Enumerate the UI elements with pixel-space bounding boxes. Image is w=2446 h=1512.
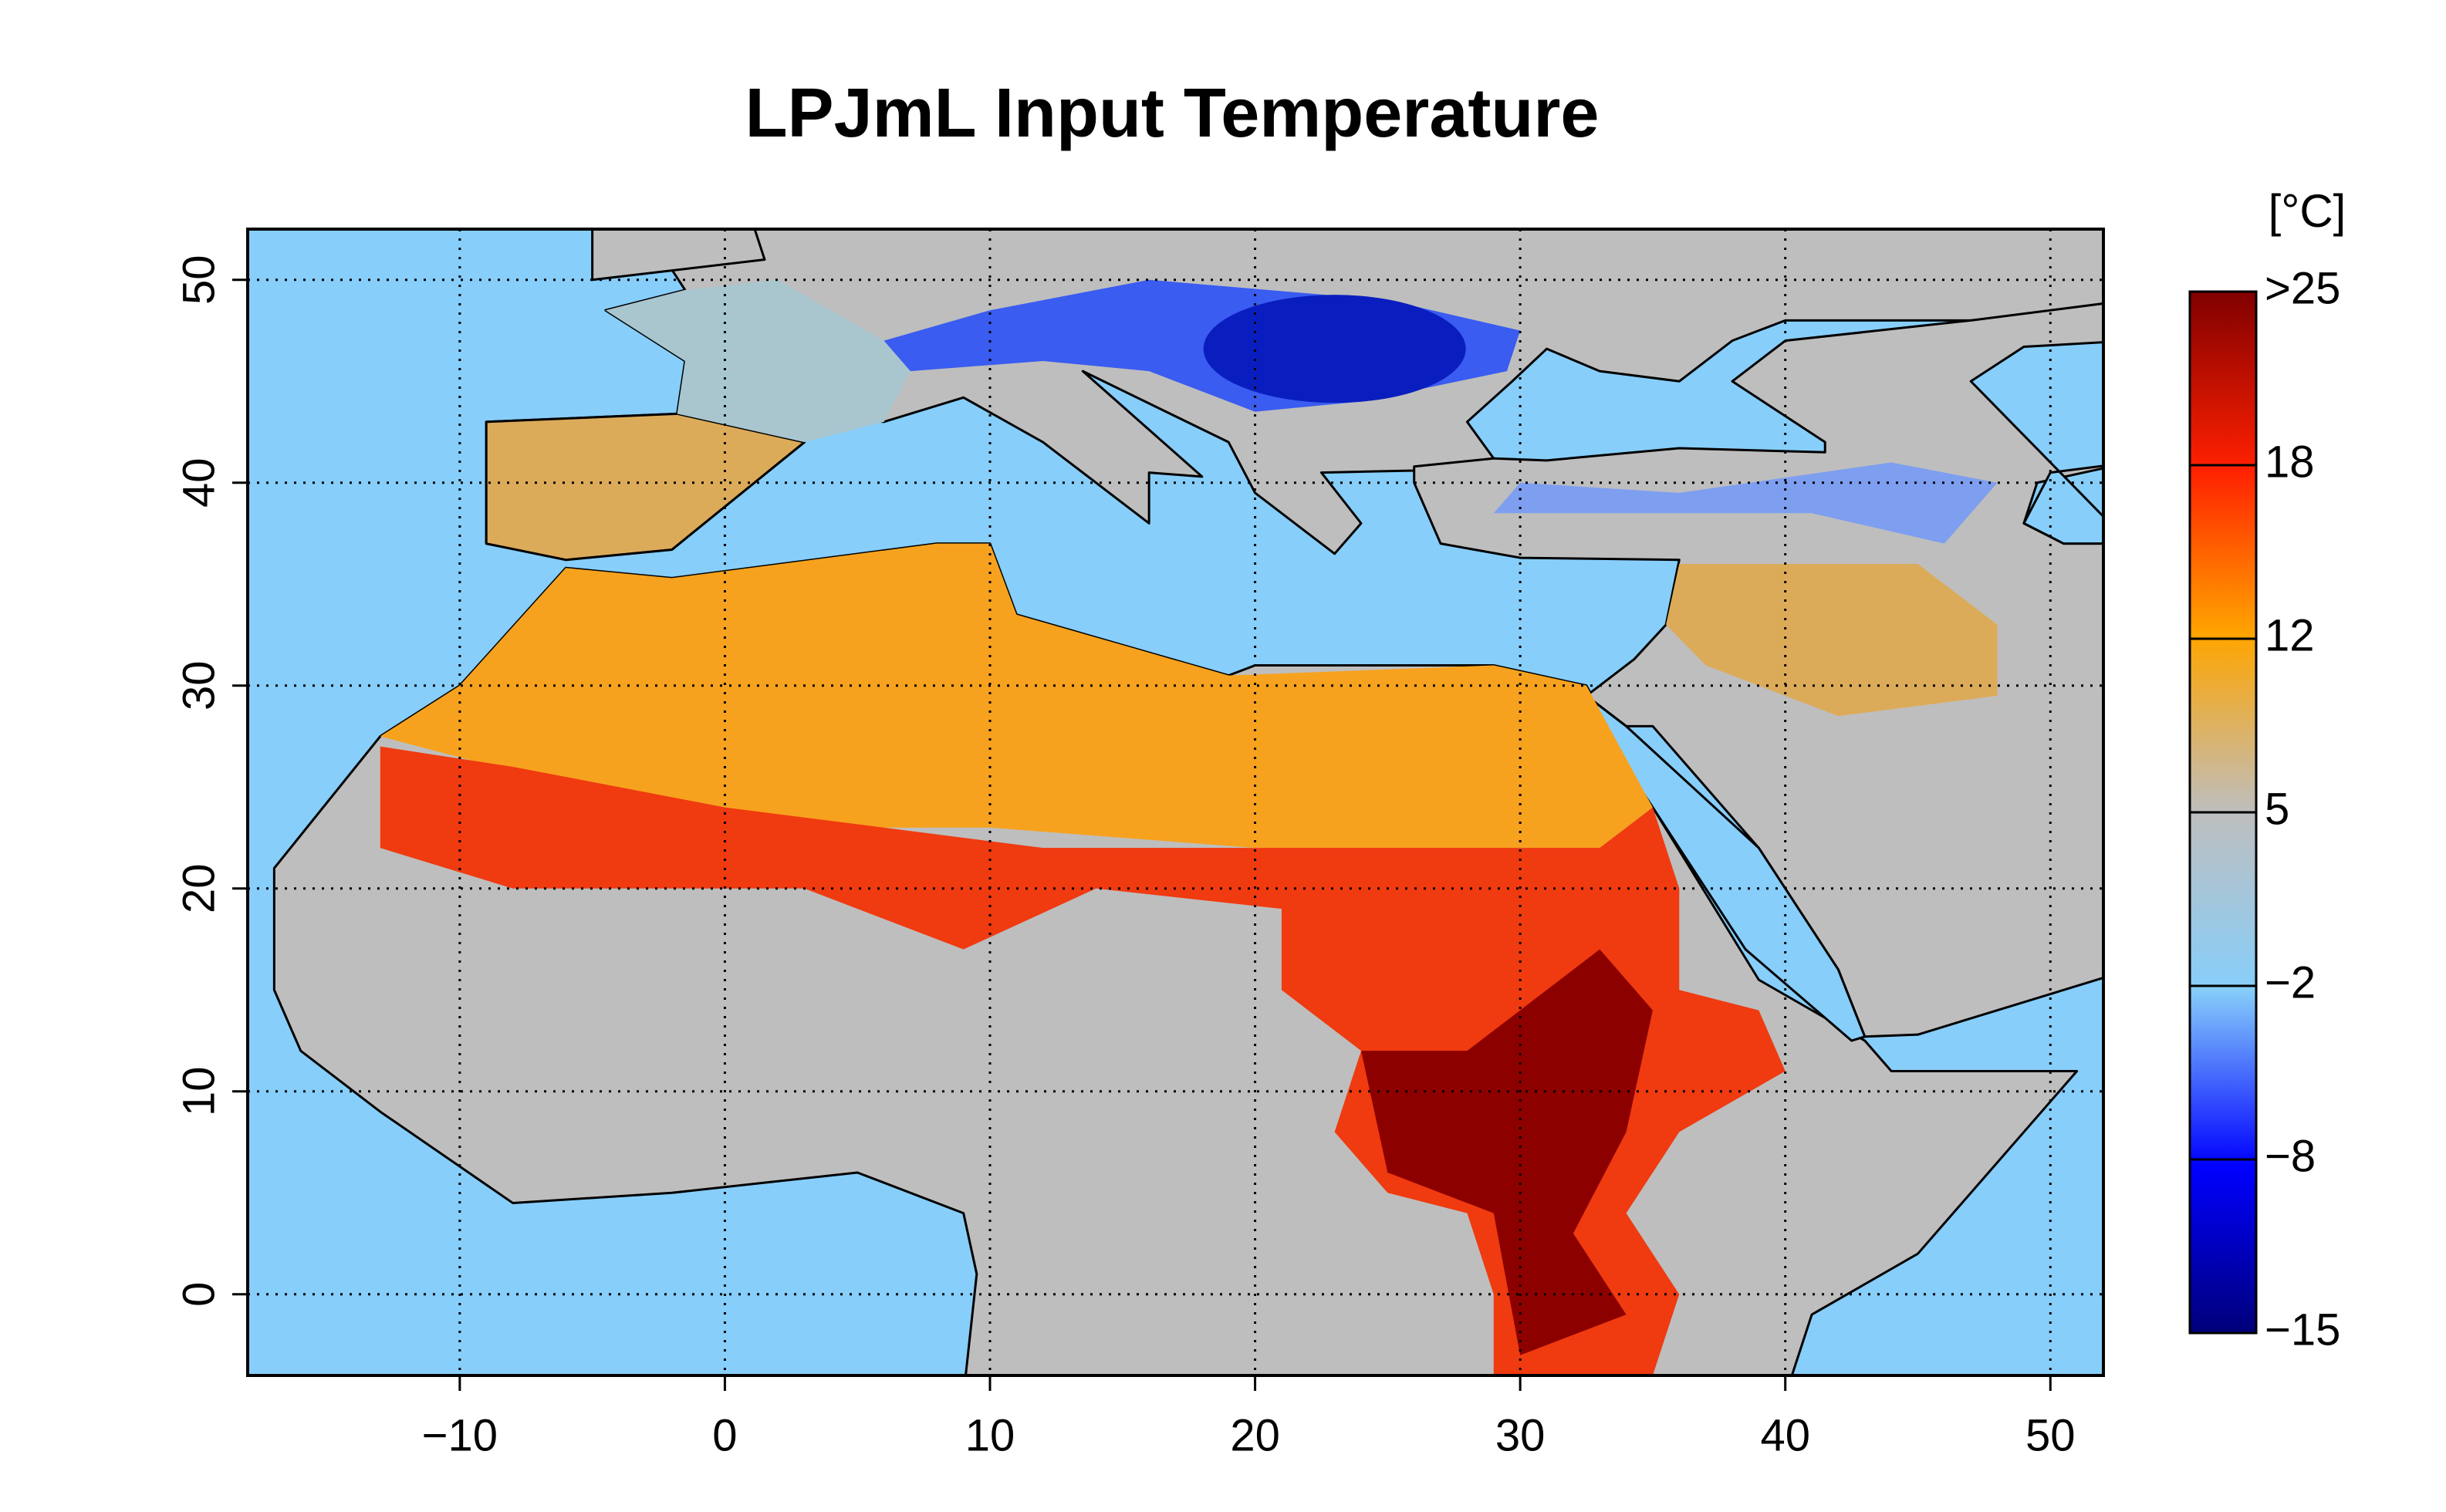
field-sahel xyxy=(380,746,1786,1375)
x-tick-label: 20 xyxy=(1230,1410,1280,1460)
x-tick-label: 0 xyxy=(712,1410,737,1460)
y-tick-label: 10 xyxy=(174,1067,224,1117)
x-tick-label: 30 xyxy=(1495,1410,1546,1460)
field-mideast xyxy=(1666,563,1998,717)
colorbar-tick-label: 18 xyxy=(2265,437,2315,487)
colorbar-tick-label: −15 xyxy=(2265,1304,2340,1355)
x-tick-label: −10 xyxy=(422,1410,498,1460)
colorbar-tick-label: >25 xyxy=(2265,263,2340,313)
y-tick-label: 30 xyxy=(174,661,224,711)
field-anatolia xyxy=(1493,462,1998,544)
colorbar-unit: [°C] xyxy=(2269,185,2346,237)
x-tick-label: 10 xyxy=(965,1410,1015,1460)
y-tick-label: 40 xyxy=(174,458,224,508)
field-sahara xyxy=(380,543,1653,849)
plot-frame xyxy=(246,228,2105,1377)
colorbar-tick-label: −2 xyxy=(2265,957,2316,1007)
x-tick-label: 50 xyxy=(2025,1410,2076,1460)
field-france xyxy=(605,279,910,443)
colorbar-tick-label: 12 xyxy=(2265,610,2315,660)
map-layers xyxy=(272,229,2103,1375)
y-tick-label: 50 xyxy=(174,255,224,305)
chart-title: LPJmL Input Temperature xyxy=(745,75,1600,152)
field-core xyxy=(1203,295,1466,403)
caspian-sea xyxy=(1969,341,2103,545)
colorbar-tick-label: 5 xyxy=(2265,784,2289,834)
field-sudan xyxy=(1361,949,1653,1355)
land-britain xyxy=(591,229,766,282)
y-tick-label: 0 xyxy=(174,1282,224,1307)
colorbar-tick-label: −8 xyxy=(2265,1131,2316,1181)
x-tick-label: 40 xyxy=(1760,1410,1810,1460)
grid: −10 0 10 20 30 40 50 0 10 20 30 40 50 xyxy=(174,229,2103,1460)
y-tick-label: 20 xyxy=(174,864,224,914)
